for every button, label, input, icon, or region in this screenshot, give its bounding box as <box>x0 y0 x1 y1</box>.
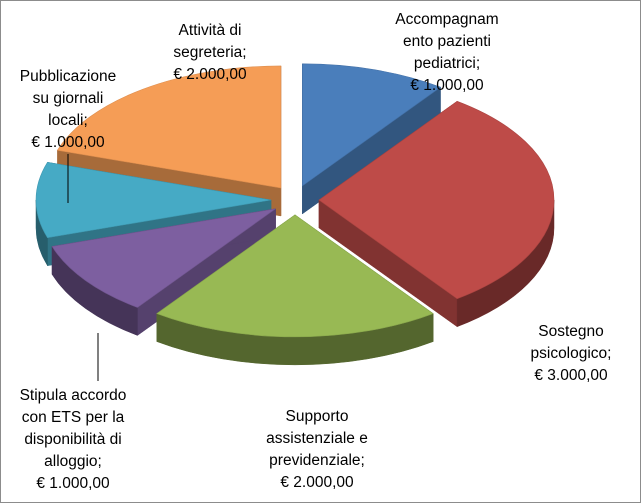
pie-labels: Accompagnam ento pazienti pediatrici; € 1.0… <box>20 11 612 492</box>
slice-label-supporto: Supporto assistenziale e previdenziale; € 2… <box>266 408 368 491</box>
pie-slice-segreteria <box>56 65 282 189</box>
pie-slice-accompagnamento <box>302 63 442 187</box>
pie-slice-sostegno <box>318 100 555 300</box>
pie-slice-supporto <box>156 214 434 338</box>
pie-slice-pubblicazione <box>35 161 272 239</box>
slice-label-stipula: Stipula accordo con ETS per la disponibili… <box>20 387 127 492</box>
pie-tops <box>35 63 555 338</box>
slice-label-accompagnamento: Accompagnam ento pazienti pediatrici; € 1.0… <box>395 11 498 94</box>
slice-label-pubblicazione: Pubblicazione su giornali locali; € 1.000,0… <box>20 68 117 151</box>
slice-label-segreteria: Attività di segreteria; € 2.000,00 <box>173 22 247 83</box>
pie-slice-stipula <box>51 208 276 308</box>
pie-leader-lines <box>67 154 99 381</box>
slice-label-sostegno: Sostegno psicologico; € 3.000,00 <box>531 323 612 384</box>
